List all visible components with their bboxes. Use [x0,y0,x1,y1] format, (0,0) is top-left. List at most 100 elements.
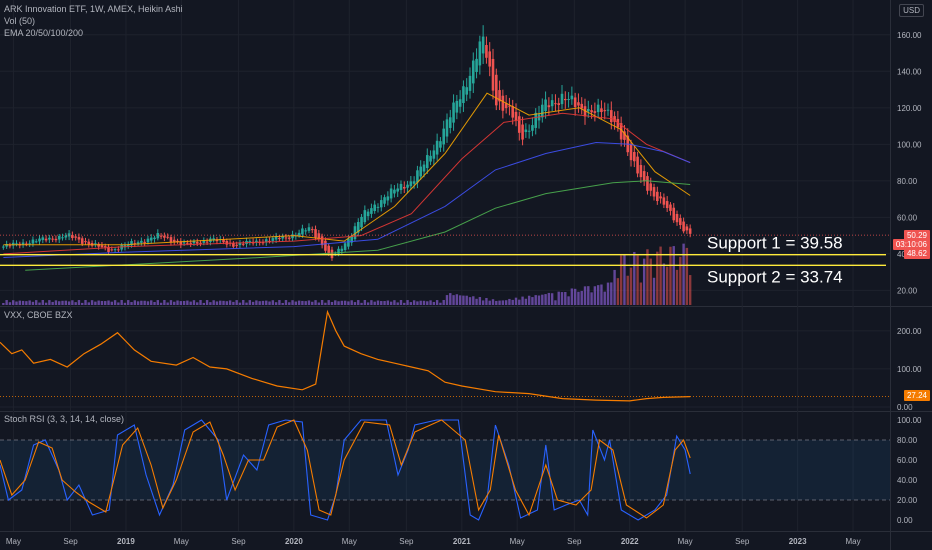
stoch-tick-label: 60.00 [897,456,918,465]
symbol-title[interactable]: ARK Innovation ETF, 1W, AMEX, Heikin Ash… [4,4,183,14]
volume-bar [97,300,100,305]
volume-bar [679,256,682,305]
volume-bar [412,300,416,305]
candle-body [649,183,653,191]
candle-body [639,165,643,178]
vxx-tick-label: 200.00 [897,327,922,336]
volume-bar [153,302,156,305]
volume-bar [429,300,432,305]
candle-body [2,246,5,248]
volume-bar [596,285,600,305]
candle-body [317,233,321,240]
candle-body [163,235,166,238]
volume-bar [554,300,557,305]
candle-body [44,238,48,241]
candle-body [458,99,462,107]
volume-bar [242,300,245,305]
time-tick-label: 2023 [789,537,807,546]
candle-body [665,201,669,209]
candle-body [383,197,386,204]
countdown-tag: 03:10:06 [892,239,930,250]
candle-body [521,124,524,140]
candle-body [488,51,492,67]
volume-bar [340,300,344,305]
candle-body [159,235,163,237]
volume-bar [189,301,192,305]
currency-badge[interactable]: USD [899,4,924,17]
volume-bar [649,258,652,305]
price-tick-label: 80.00 [897,177,918,186]
candle-body [402,186,406,189]
candle-body [412,181,416,184]
volume-bar [357,300,360,305]
candle-body [8,245,12,247]
vol-legend[interactable]: Vol (50) [4,16,36,26]
candle-body [547,105,551,108]
volume-bar [58,301,61,305]
volume-bar [205,300,209,305]
volume-bar [458,295,462,305]
candle-body [524,129,528,133]
candle-body [314,229,317,238]
candle-body [15,243,18,245]
volume-bar [363,300,367,305]
volume-bar [485,298,488,305]
stoch-legend[interactable]: Stoch RSI (3, 3, 14, 14, close) [4,414,125,424]
candle-body [117,249,120,251]
volume-bar [623,254,626,305]
candle-body [422,164,426,172]
candle-body [560,93,564,105]
volume-bar [281,302,284,305]
time-tick-label: 2020 [285,537,303,546]
time-tick-label: May [6,537,21,546]
volume-bar [659,246,662,305]
volume-bar [140,300,143,305]
candle-body [264,239,268,243]
candle-body [140,240,143,243]
stoch-tick-label: 40.00 [897,476,918,485]
volume-bar [268,301,271,305]
volume-bar [173,301,176,305]
volume-bar [314,300,317,305]
volume-bar [564,292,567,305]
volume-bar [38,302,41,305]
volume-bar [396,302,399,305]
volume-bar [274,302,278,305]
volume-bar [577,291,580,305]
candle-body [146,238,150,243]
candle-body [202,240,206,243]
candle-body [570,95,574,100]
time-tick-label: Sep [567,537,582,546]
candle-body [320,236,324,246]
vxx-last-tag: 27.24 [903,390,930,401]
ema-legend[interactable]: EMA 20/50/100/200 [4,28,84,38]
candle-body [136,242,140,244]
candle-body [567,98,570,100]
volume-bar [81,302,84,305]
volume-bar [54,300,58,305]
candle-body [494,74,498,106]
volume-bar [225,301,229,305]
candle-body [268,240,271,242]
time-tick-label: May [510,537,525,546]
candle-body [675,213,679,223]
candle-body [514,111,518,121]
vxx-legend[interactable]: VXX, CBOE BZX [4,310,73,320]
price-tick-label: 140.00 [897,67,922,76]
volume-bar [613,269,616,305]
candle-body [248,241,252,243]
volume-bar [67,301,71,305]
volume-bar [311,301,314,305]
time-tick-label: May [174,537,189,546]
volume-bar [455,294,459,305]
volume-bar [120,300,123,305]
volume-bar [143,300,146,305]
volume-bar [196,302,199,305]
volume-bar [682,243,685,305]
candle-body [429,155,432,162]
candle-body [304,230,307,232]
volume-bar [133,300,137,305]
time-tick-label: May [342,537,357,546]
ema-100-line [3,141,691,258]
candle-body [504,103,508,109]
